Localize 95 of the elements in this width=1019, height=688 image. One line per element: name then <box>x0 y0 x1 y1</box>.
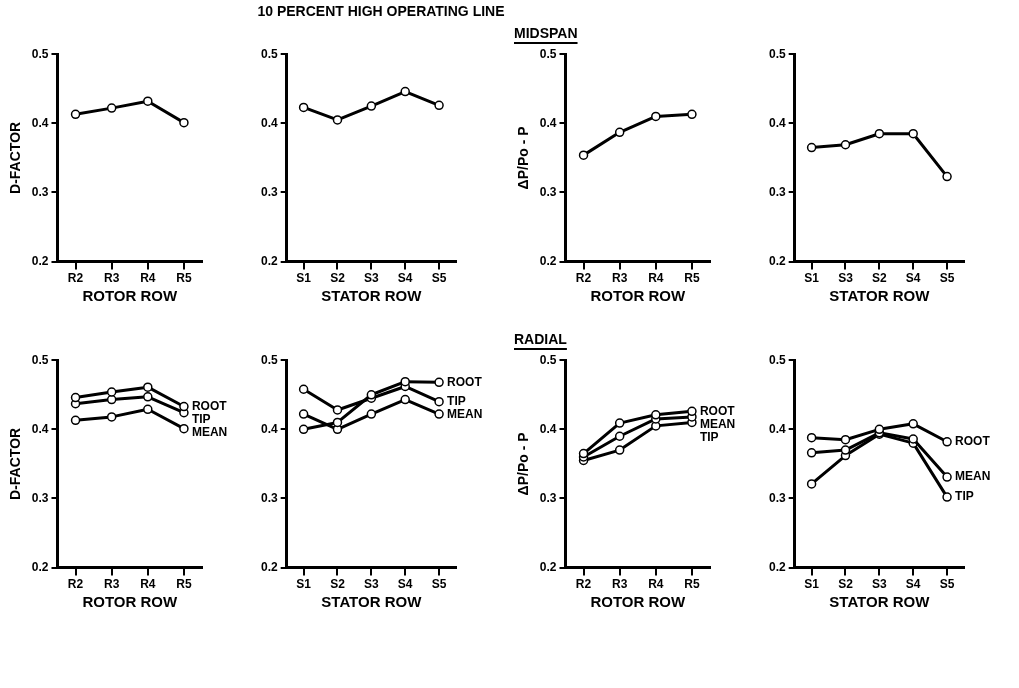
x-tick-label: R5 <box>176 271 192 286</box>
x-tick-label: R5 <box>684 271 700 286</box>
y-axis-title: D-FACTOR <box>7 427 24 500</box>
y-tick-label: 0.3 <box>768 184 786 199</box>
x-tick-label: S4 <box>905 271 921 286</box>
x-tick-label: S1 <box>296 271 312 286</box>
y-tick-label: 0.5 <box>768 46 786 61</box>
x-tick-label: R2 <box>575 271 592 286</box>
x-tick-label: R3 <box>104 271 120 286</box>
x-tick-label: S3 <box>872 577 887 592</box>
x-tick-label: S3 <box>364 577 379 592</box>
y-tick-label: 0.5 <box>31 352 49 367</box>
y-tick-label: 0.4 <box>260 421 278 436</box>
y-tick-label: 0.5 <box>31 46 49 61</box>
y-tick-label: 0.5 <box>260 46 278 61</box>
series-label: ROOT <box>955 434 991 449</box>
x-tick-label: R2 <box>67 577 84 592</box>
series-label: ROOT <box>447 374 483 389</box>
series-label: TIP <box>191 411 211 426</box>
x-axis-title: ROTOR ROW <box>590 593 686 611</box>
series-label: MEAN <box>191 424 228 439</box>
x-tick-label: R4 <box>140 577 156 592</box>
series-label: MEAN <box>955 469 991 484</box>
y-tick-label: 0.5 <box>539 46 557 61</box>
y-tick-label: 0.2 <box>768 253 786 268</box>
x-tick-label: S5 <box>431 271 447 286</box>
series-label: TIP <box>699 429 719 444</box>
y-tick-label: 0.2 <box>260 253 278 268</box>
y-tick-label: 0.3 <box>539 490 557 505</box>
x-tick-label: S2 <box>872 271 887 286</box>
x-axis-title: STATOR ROW <box>321 593 423 611</box>
series-label: MEAN <box>447 406 483 421</box>
x-axis-title: STATOR ROW <box>829 593 931 611</box>
x-tick-label: R3 <box>612 271 628 286</box>
x-tick-label: R3 <box>612 577 628 592</box>
chart-subtitle: MIDSPAN <box>514 25 578 41</box>
x-tick-label: S2 <box>330 577 346 592</box>
y-tick-label: 0.3 <box>539 184 557 199</box>
series-label: MEAN <box>699 416 736 431</box>
x-tick-label: S3 <box>364 271 379 286</box>
y-tick-label: 0.4 <box>539 115 557 130</box>
series-label: TIP <box>447 393 466 408</box>
y-tick-label: 0.2 <box>539 559 557 574</box>
x-tick-label: R5 <box>684 577 700 592</box>
x-tick-label: S1 <box>804 577 820 592</box>
x-tick-label: S4 <box>397 271 413 286</box>
x-tick-label: R2 <box>575 577 592 592</box>
y-tick-label: 0.2 <box>31 559 49 574</box>
y-tick-label: 0.4 <box>31 115 49 130</box>
x-tick-label: S5 <box>939 577 955 592</box>
y-tick-label: 0.3 <box>260 490 278 505</box>
chart-title: 10 PERCENT HIGH OPERATING LINE <box>256 2 506 21</box>
x-tick-label: R3 <box>104 577 120 592</box>
y-tick-label: 0.2 <box>768 559 786 574</box>
x-tick-label: S1 <box>296 577 312 592</box>
y-axis-title: D-FACTOR <box>7 121 24 194</box>
series-label: ROOT <box>699 403 736 418</box>
y-tick-label: 0.3 <box>260 184 278 199</box>
y-axis-title: ΔP/Po - P <box>515 126 532 190</box>
x-tick-label: S5 <box>431 577 447 592</box>
y-tick-label: 0.4 <box>768 115 786 130</box>
x-tick-label: R4 <box>648 577 664 592</box>
y-tick-label: 0.3 <box>31 490 49 505</box>
series-label: ROOT <box>191 398 228 413</box>
x-axis-title: ROTOR ROW <box>590 287 686 305</box>
y-tick-label: 0.5 <box>539 352 557 367</box>
y-tick-label: 0.3 <box>768 490 786 505</box>
x-tick-label: S4 <box>905 577 921 592</box>
y-tick-label: 0.2 <box>539 253 557 268</box>
x-tick-label: S3 <box>838 271 854 286</box>
x-axis-title: STATOR ROW <box>829 287 931 305</box>
y-tick-label: 0.4 <box>260 115 278 130</box>
y-tick-label: 0.4 <box>539 421 557 436</box>
chart-subtitle: RADIAL <box>514 331 567 347</box>
y-tick-label: 0.2 <box>260 559 278 574</box>
x-tick-label: R4 <box>648 271 664 286</box>
y-tick-label: 0.3 <box>31 184 49 199</box>
y-axis-title: ΔP/Po - P <box>515 432 532 496</box>
x-tick-label: S2 <box>330 271 346 286</box>
x-tick-label: R2 <box>67 271 84 286</box>
x-tick-label: S2 <box>838 577 854 592</box>
x-tick-label: R4 <box>140 271 156 286</box>
y-tick-label: 0.4 <box>768 421 786 436</box>
x-tick-label: R5 <box>176 577 192 592</box>
x-axis-title: STATOR ROW <box>321 287 423 305</box>
x-axis-title: ROTOR ROW <box>82 287 178 305</box>
x-tick-label: S1 <box>804 271 820 286</box>
y-tick-label: 0.5 <box>260 352 278 367</box>
x-axis-title: ROTOR ROW <box>82 593 178 611</box>
y-tick-label: 0.4 <box>31 421 49 436</box>
x-tick-label: S5 <box>939 271 955 286</box>
series-label: TIP <box>955 489 974 504</box>
y-tick-label: 0.5 <box>768 352 786 367</box>
y-tick-label: 0.2 <box>31 253 49 268</box>
x-tick-label: S4 <box>397 577 413 592</box>
